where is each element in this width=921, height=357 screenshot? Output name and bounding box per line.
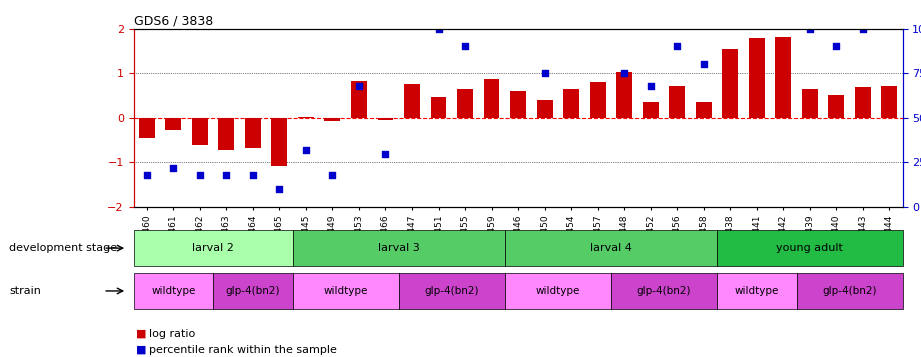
Point bbox=[166, 165, 181, 171]
Point bbox=[325, 172, 340, 178]
Text: wildtype: wildtype bbox=[735, 286, 779, 296]
Text: glp-4(bn2): glp-4(bn2) bbox=[226, 286, 280, 296]
Bar bbox=[749, 39, 764, 118]
Text: strain: strain bbox=[9, 286, 41, 296]
Point bbox=[458, 44, 472, 49]
Point bbox=[856, 26, 870, 31]
Bar bbox=[510, 91, 526, 118]
Point bbox=[510, 17, 525, 22]
Bar bbox=[324, 118, 341, 121]
Text: wildtype: wildtype bbox=[536, 286, 580, 296]
Point bbox=[298, 147, 313, 153]
Text: GDS6 / 3838: GDS6 / 3838 bbox=[134, 14, 213, 27]
Bar bbox=[404, 84, 420, 118]
Bar bbox=[218, 118, 234, 150]
Point bbox=[643, 83, 658, 89]
Bar bbox=[245, 118, 261, 148]
Text: glp-4(bn2): glp-4(bn2) bbox=[425, 286, 479, 296]
Point bbox=[882, 17, 897, 22]
Bar bbox=[616, 72, 632, 118]
Bar bbox=[298, 117, 314, 118]
Text: wildtype: wildtype bbox=[151, 286, 195, 296]
Bar bbox=[589, 82, 606, 118]
Text: young adult: young adult bbox=[776, 243, 844, 253]
Bar bbox=[457, 89, 473, 118]
Bar bbox=[378, 118, 393, 121]
Bar bbox=[351, 81, 367, 118]
Text: log ratio: log ratio bbox=[149, 329, 195, 339]
Point bbox=[352, 83, 367, 89]
Bar bbox=[775, 37, 791, 118]
Point bbox=[696, 61, 711, 67]
Bar bbox=[881, 86, 897, 118]
Bar bbox=[537, 100, 553, 118]
Text: wildtype: wildtype bbox=[323, 286, 367, 296]
Point bbox=[537, 70, 552, 76]
Bar bbox=[643, 102, 659, 118]
Bar bbox=[722, 49, 738, 118]
Bar bbox=[828, 95, 845, 118]
Text: ■: ■ bbox=[136, 345, 146, 355]
Text: larval 2: larval 2 bbox=[192, 243, 234, 253]
Point bbox=[802, 26, 817, 31]
Bar bbox=[802, 89, 818, 118]
Text: glp-4(bn2): glp-4(bn2) bbox=[636, 286, 691, 296]
Point bbox=[192, 172, 207, 178]
Text: ■: ■ bbox=[136, 329, 146, 339]
Point bbox=[379, 151, 393, 156]
Bar bbox=[166, 118, 181, 130]
Point bbox=[246, 172, 261, 178]
Text: percentile rank within the sample: percentile rank within the sample bbox=[149, 345, 337, 355]
Text: development stage: development stage bbox=[9, 243, 117, 253]
Bar bbox=[430, 97, 447, 118]
Bar bbox=[484, 79, 499, 118]
Point bbox=[564, 8, 578, 14]
Bar bbox=[563, 89, 579, 118]
Point bbox=[670, 44, 684, 49]
Point bbox=[272, 186, 286, 192]
Bar bbox=[139, 118, 155, 138]
Text: larval 3: larval 3 bbox=[378, 243, 420, 253]
Point bbox=[139, 172, 154, 178]
Text: larval 4: larval 4 bbox=[590, 243, 632, 253]
Point bbox=[219, 172, 234, 178]
Bar bbox=[272, 118, 287, 166]
Point bbox=[829, 44, 844, 49]
Bar bbox=[855, 87, 870, 118]
Text: glp-4(bn2): glp-4(bn2) bbox=[822, 286, 877, 296]
Point bbox=[617, 70, 632, 76]
Bar bbox=[695, 102, 712, 118]
Bar bbox=[192, 118, 208, 146]
Bar bbox=[670, 86, 685, 118]
Point bbox=[431, 26, 446, 31]
